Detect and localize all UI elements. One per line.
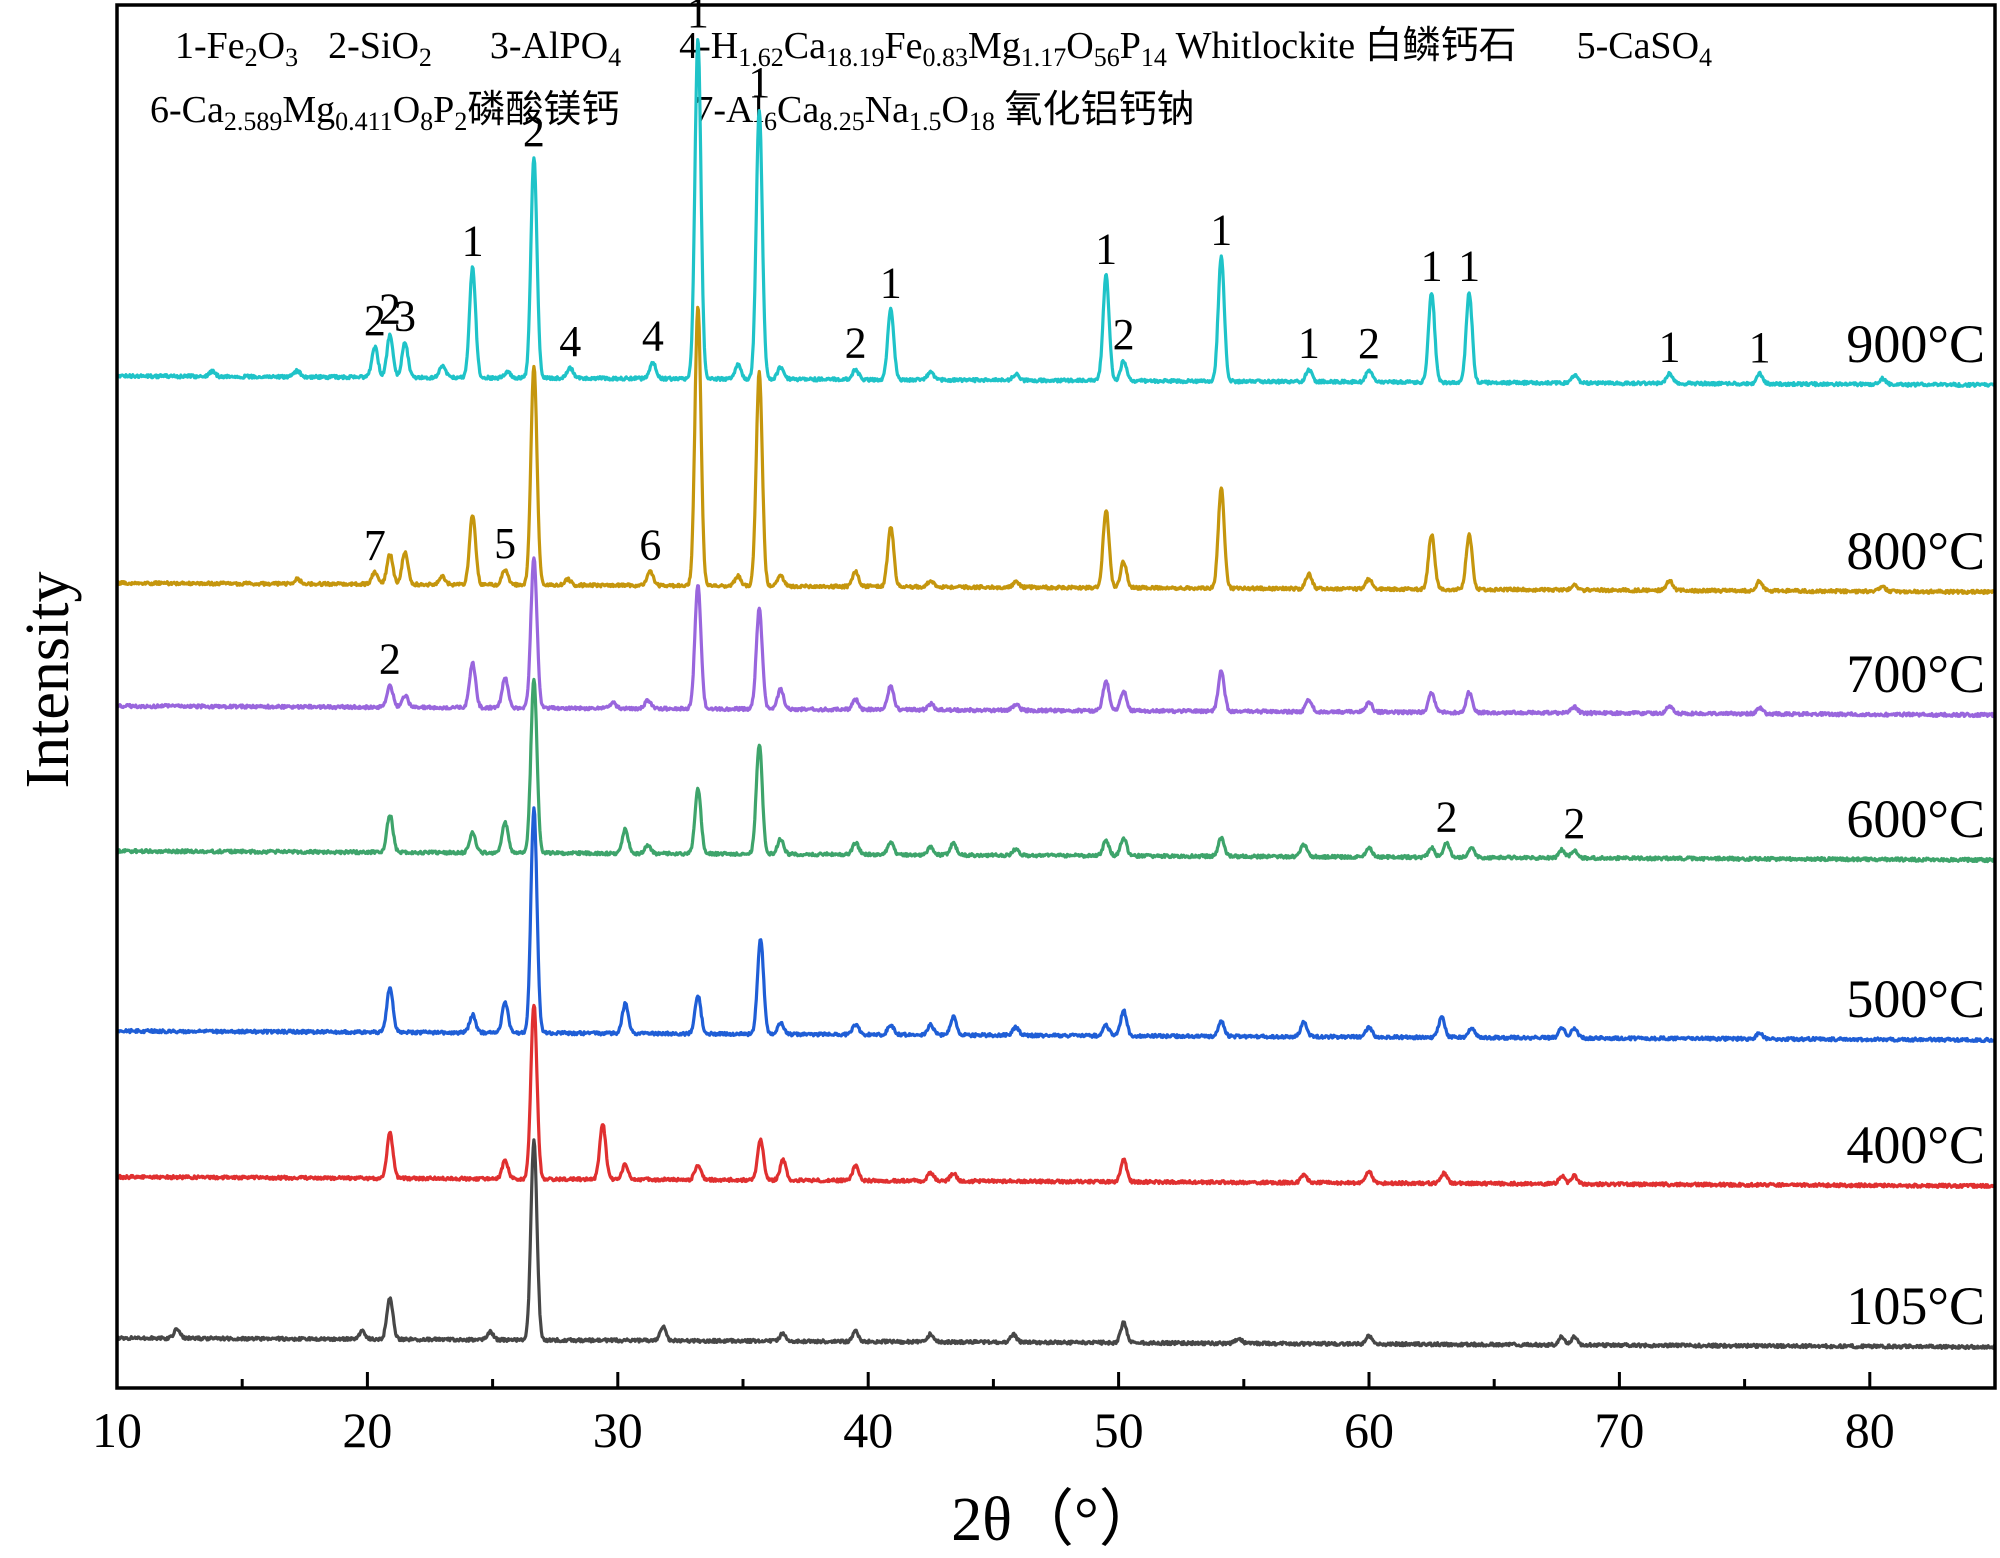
peak-annotation: 5 bbox=[494, 519, 516, 568]
peak-annotation: 1 bbox=[1298, 319, 1320, 368]
peak-annotation: 1 bbox=[1458, 241, 1480, 290]
peak-annotation: 2 bbox=[1113, 310, 1135, 359]
peak-annotation: 1 bbox=[687, 0, 709, 37]
series-line-900c bbox=[115, 38, 1996, 388]
x-tick-label: 70 bbox=[1594, 1402, 1644, 1458]
peak-annotation: 2 bbox=[379, 284, 401, 333]
axis-layer: 10 20 30 40 50 60 70 80 bbox=[92, 1372, 1895, 1458]
legend-line-1: 1-Fe2O3 2-SiO2 3-AlPO4 4-H1.62Ca18.19Fe0.83… bbox=[175, 25, 1712, 72]
peak-annotation: 2 bbox=[364, 296, 386, 345]
series-label-700c: 700°C bbox=[1846, 644, 1985, 704]
x-tick-label: 80 bbox=[1845, 1402, 1895, 1458]
peak-annotation: 1 bbox=[462, 217, 484, 266]
x-tick-label: 40 bbox=[843, 1402, 893, 1458]
peak-annotation: 3 bbox=[394, 291, 416, 340]
peak-annotation: 2 bbox=[1563, 799, 1585, 848]
y-axis-title: Intensity bbox=[14, 572, 82, 789]
peak-annotation: 4 bbox=[559, 317, 581, 366]
peak-annotation: 2 bbox=[1358, 319, 1380, 368]
peak-annotation: 2 bbox=[379, 634, 401, 683]
peak-annotation: 2 bbox=[845, 319, 867, 368]
series-line-600c bbox=[115, 677, 1997, 864]
series-line-700c bbox=[116, 556, 1997, 719]
x-axis-title: 2θ（°） bbox=[951, 1486, 1161, 1554]
series-label-500c: 500°C bbox=[1846, 969, 1985, 1029]
peak-annotation: 1 bbox=[880, 259, 902, 308]
x-tick-label: 10 bbox=[92, 1402, 142, 1458]
series-line-800c bbox=[115, 305, 1997, 595]
peak-annotation: 1 bbox=[1421, 241, 1443, 290]
peak-annotation: 1 bbox=[1658, 322, 1680, 371]
peak-annotation: 1 bbox=[748, 58, 770, 107]
peak-annotation: 7 bbox=[364, 521, 386, 570]
legend-fe2o3: 1-Fe2O3 bbox=[175, 25, 298, 72]
legend-line-2: 6-Ca2.589Mg0.411O8P2磷酸镁钙 7-Al6Ca8.25Na1.5… bbox=[150, 89, 1194, 136]
peak-annotation: 2 bbox=[1436, 792, 1458, 841]
peak-annotation: 4 bbox=[642, 312, 664, 361]
peak-annotation: 1 bbox=[1095, 225, 1117, 274]
series-label-800c: 800°C bbox=[1846, 521, 1985, 581]
series-line-500c bbox=[115, 806, 1997, 1044]
series-line-400c bbox=[115, 1003, 1997, 1189]
peak-annotation: 2 bbox=[523, 107, 545, 156]
series-layer: 900°C 800°C 700°C 600°C 500°C 400°C 105°C bbox=[115, 38, 1997, 1351]
x-tick-label: 30 bbox=[593, 1402, 643, 1458]
peak-annotation: 6 bbox=[639, 521, 661, 570]
x-tick-label: 50 bbox=[1094, 1402, 1144, 1458]
x-tick-label: 20 bbox=[342, 1402, 392, 1458]
peak-annotation: 1 bbox=[1749, 323, 1771, 372]
series-label-400c: 400°C bbox=[1846, 1115, 1985, 1175]
series-label-105c: 105°C bbox=[1846, 1276, 1985, 1336]
peak-annotation: 1 bbox=[1210, 205, 1232, 254]
x-tick-label: 60 bbox=[1344, 1402, 1394, 1458]
plot-frame bbox=[115, 3, 1997, 1390]
series-label-600c: 600°C bbox=[1846, 789, 1985, 849]
series-label-900c: 900°C bbox=[1846, 314, 1985, 374]
series-line-105c bbox=[116, 1138, 1997, 1351]
